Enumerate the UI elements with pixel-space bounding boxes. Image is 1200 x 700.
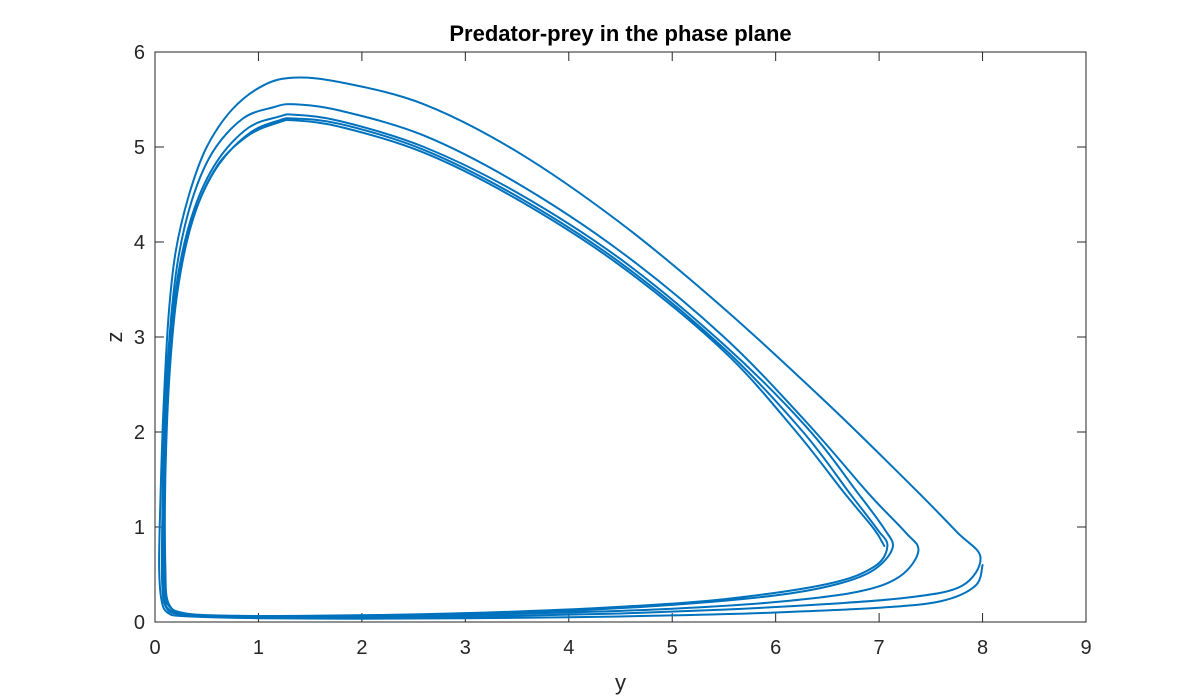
x-tick-label: 0 xyxy=(149,637,160,659)
y-tick-label: 3 xyxy=(134,327,145,349)
x-tick-label: 8 xyxy=(977,637,988,659)
x-tick-label: 7 xyxy=(874,637,885,659)
y-tick-label: 4 xyxy=(134,232,145,254)
axes-box xyxy=(154,51,1087,623)
x-tick-label: 9 xyxy=(1080,637,1091,659)
x-tick-label: 2 xyxy=(356,637,367,659)
chart-title: Predator-prey in the phase plane xyxy=(449,21,791,46)
y-tick-label: 1 xyxy=(134,517,145,539)
x-axis-label: y xyxy=(615,670,626,695)
x-tick-label: 5 xyxy=(667,637,678,659)
x-tick-label: 3 xyxy=(460,637,471,659)
ticks-layer: 0 1 2 3 4 5 6 7 8 9 0 1 2 3 4 5 6 xyxy=(134,42,1092,659)
series-line xyxy=(158,76,984,620)
y-tick-label: 5 xyxy=(134,137,145,159)
y-axis-label: z xyxy=(102,332,127,343)
series-layer xyxy=(158,76,984,620)
x-tick-label: 6 xyxy=(770,637,781,659)
y-tick-label: 2 xyxy=(134,422,145,444)
x-tick-label: 4 xyxy=(563,637,574,659)
y-tick-label: 6 xyxy=(134,42,145,64)
x-tick-label: 1 xyxy=(253,637,264,659)
plot-area xyxy=(155,52,1086,622)
y-tick-label: 0 xyxy=(134,612,145,634)
